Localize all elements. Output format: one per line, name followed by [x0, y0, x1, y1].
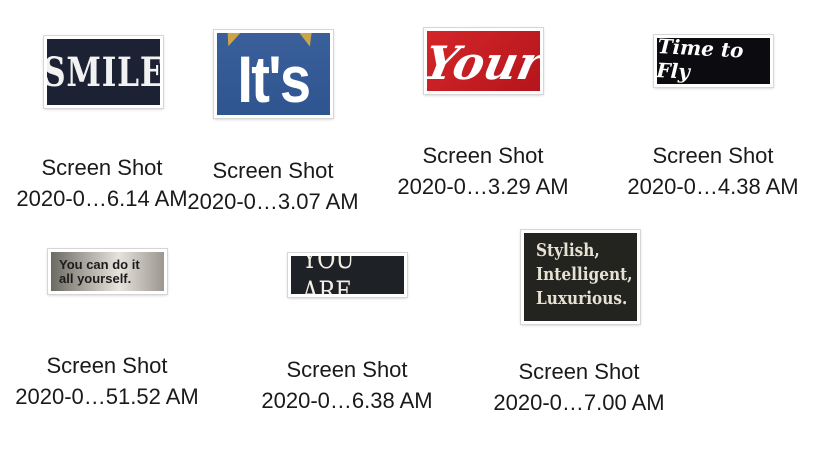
- thumbnail-text: all yourself.: [59, 270, 132, 286]
- thumbnail-text: You can do it: [59, 256, 140, 272]
- file-name-line1: Screen Shot: [212, 158, 334, 183]
- file-name-line1: Screen Shot: [286, 357, 408, 382]
- file-name-label[interactable]: Screen Shot 2020-0…3.07 AM: [163, 155, 383, 217]
- thumbnail-image: You can do it all yourself.: [51, 252, 164, 291]
- file-name-line1: Screen Shot: [518, 359, 640, 384]
- thumbnail-text: SMILE: [47, 48, 160, 96]
- file-name-line2: 2020-0…51.52 AM: [15, 384, 199, 409]
- file-thumbnail[interactable]: YOU ARE: [288, 253, 407, 297]
- file-name-label[interactable]: Screen Shot 2020-0…6.14 AM: [0, 152, 212, 214]
- thumbnail-image: Your: [427, 31, 540, 91]
- thumbnail-image: It's: [217, 33, 330, 115]
- file-thumbnail[interactable]: SMILE: [44, 36, 163, 108]
- file-thumbnail[interactable]: Stylish, Intelligent, Luxurious.: [521, 230, 640, 324]
- thumbnail-text: Your: [427, 36, 540, 90]
- file-name-line2: 2020-0…6.14 AM: [16, 186, 188, 211]
- file-name-line2: 2020-0…3.07 AM: [187, 189, 359, 214]
- file-name-label[interactable]: Screen Shot 2020-0…4.38 AM: [603, 140, 823, 202]
- thumbnail-text: Intelligent,: [536, 264, 633, 285]
- thumbnail-text: Time to Fly: [657, 38, 745, 84]
- file-name-line2: 2020-0…4.38 AM: [627, 174, 799, 199]
- file-name-line2: 2020-0…3.29 AM: [397, 174, 569, 199]
- file-name-line1: Screen Shot: [652, 143, 774, 168]
- file-name-label[interactable]: Screen Shot 2020-0…3.29 AM: [373, 140, 593, 202]
- thumbnail-image: SMILE: [47, 39, 160, 105]
- file-name-line2: 2020-0…6.38 AM: [261, 388, 433, 413]
- thumbnail-image: YOU ARE: [291, 256, 404, 294]
- file-name-line1: Screen Shot: [422, 143, 544, 168]
- file-thumbnail[interactable]: It's: [214, 30, 333, 118]
- file-thumbnail[interactable]: Your: [424, 28, 543, 94]
- file-name-line2: 2020-0…7.00 AM: [493, 390, 665, 415]
- file-name-line1: Screen Shot: [41, 155, 163, 180]
- file-name-label[interactable]: Screen Shot 2020-0…7.00 AM: [469, 356, 689, 418]
- file-name-label[interactable]: Screen Shot 2020-0…6.38 AM: [237, 354, 457, 416]
- thumbnail-text: Luxurious.: [536, 288, 628, 309]
- thumbnail-image: Time to Fly: [657, 38, 770, 84]
- file-name-line1: Screen Shot: [46, 353, 168, 378]
- file-name-label[interactable]: Screen Shot 2020-0…51.52 AM: [0, 350, 217, 412]
- file-thumbnail[interactable]: Time to Fly: [654, 35, 773, 87]
- thumbnail-text: Stylish,: [536, 240, 600, 261]
- thumbnail-text: YOU ARE: [302, 256, 355, 294]
- file-thumbnail[interactable]: You can do it all yourself.: [48, 249, 167, 294]
- thumbnail-image: Stylish, Intelligent, Luxurious.: [524, 233, 637, 321]
- thumbnail-text: It's: [237, 42, 311, 115]
